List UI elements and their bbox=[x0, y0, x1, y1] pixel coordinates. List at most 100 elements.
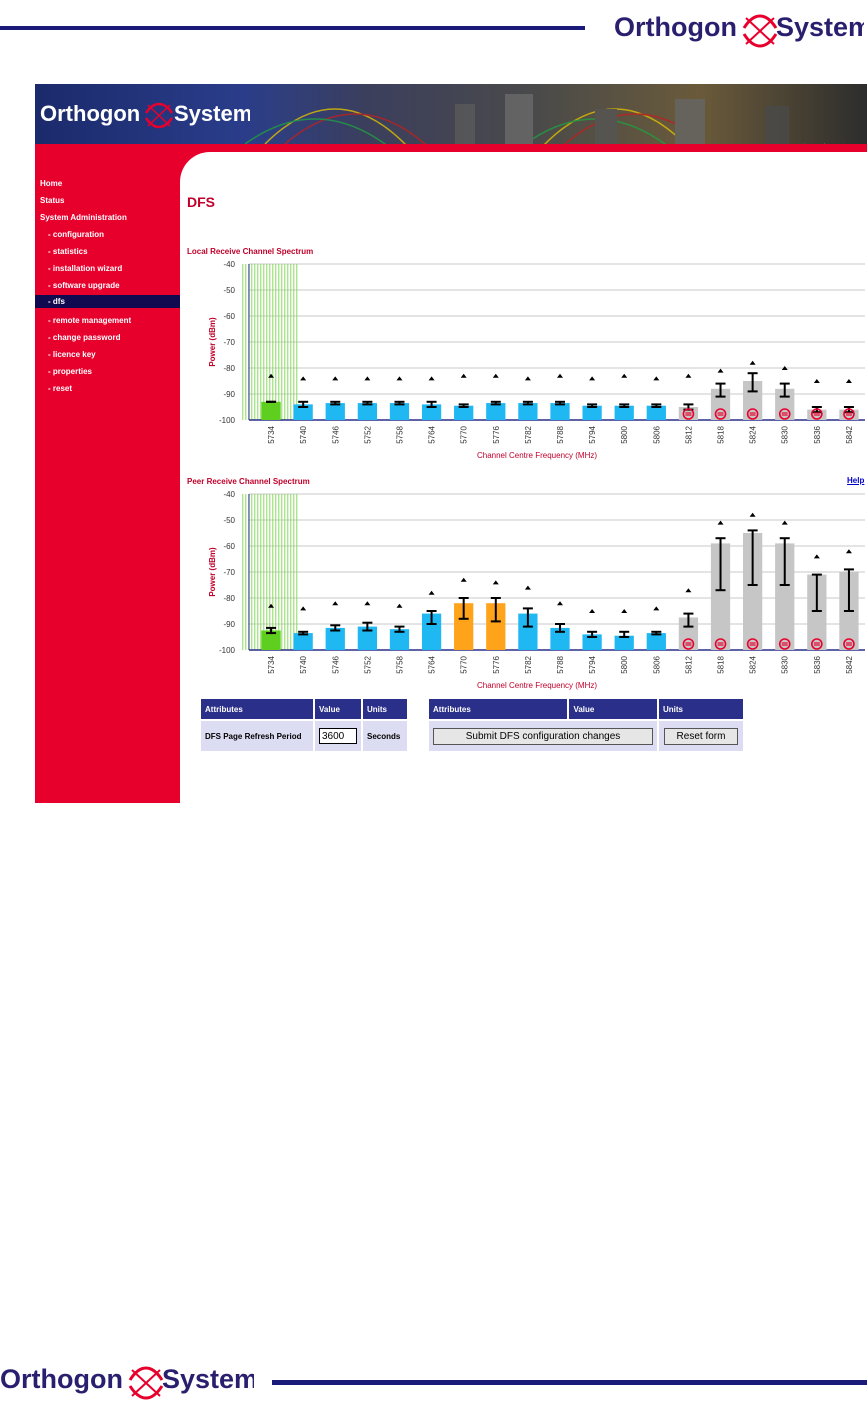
peer-xtick-label: 5734 bbox=[267, 655, 276, 673]
peer-bar bbox=[775, 543, 795, 650]
sidebar-item-reset[interactable]: - reset bbox=[48, 384, 73, 393]
local-bar bbox=[454, 405, 474, 420]
peer-xtick-label: 5740 bbox=[299, 655, 308, 673]
svg-text:Orthogon: Orthogon bbox=[40, 101, 140, 126]
peer-bar bbox=[325, 627, 345, 650]
peer-xtick-label: 5776 bbox=[492, 655, 501, 673]
orthogon-footer-logo: Orthogon Systems bbox=[0, 1364, 254, 1400]
local-peak-marker bbox=[589, 376, 596, 381]
sidebar-item-status[interactable]: Status bbox=[40, 196, 65, 205]
sidebar-item-configuration[interactable]: - configuration bbox=[48, 230, 104, 239]
peer-bar bbox=[743, 533, 763, 650]
sidebar-item-installation-wizard[interactable]: - installation wizard bbox=[48, 264, 123, 273]
local-peak-marker bbox=[364, 376, 371, 381]
local-xtick-label: 5800 bbox=[620, 425, 629, 443]
refresh-period-input[interactable] bbox=[319, 728, 357, 744]
local-xtick-label: 5818 bbox=[717, 425, 726, 443]
local-spectrum-chart: -40 -50 -60 -70 -80 -90 -100 5734 5740 5746 5752 57… bbox=[208, 260, 865, 460]
local-peak-marker bbox=[717, 368, 724, 373]
peer-ytick-label: -70 bbox=[223, 568, 235, 577]
local-xtick-label: 5788 bbox=[556, 425, 565, 443]
refresh-settings-table: Attributes Value Units DFS Page Refresh … bbox=[199, 697, 409, 753]
peer-bar bbox=[518, 613, 538, 650]
peer-peak-marker bbox=[589, 609, 596, 613]
local-barred-channel-icon bbox=[811, 408, 823, 420]
local-barred-channel-icon bbox=[746, 408, 759, 420]
sidebar-item-system-administration[interactable]: System Administration bbox=[40, 213, 127, 222]
peer-peak-marker bbox=[428, 590, 435, 595]
peer-peak-marker bbox=[621, 609, 628, 613]
peer-peak-marker bbox=[813, 554, 820, 559]
local-peak-marker bbox=[332, 376, 339, 381]
peer-barred-channel-icon bbox=[843, 638, 855, 650]
peer-bar bbox=[486, 603, 506, 650]
help-link[interactable]: Help bbox=[847, 476, 865, 485]
peer-peak-marker bbox=[460, 577, 467, 582]
sidebar-item-properties[interactable]: - properties bbox=[48, 367, 93, 376]
sidebar-item-remote-management[interactable]: - remote management bbox=[48, 316, 132, 325]
sidebar-item-statistics[interactable]: - statistics bbox=[48, 247, 88, 256]
sidebar-item-licence-key[interactable]: - licence key bbox=[48, 350, 96, 359]
peer-peak-marker bbox=[300, 606, 307, 611]
local-xtick-label: 5758 bbox=[395, 425, 404, 443]
local-peak-marker bbox=[268, 373, 275, 378]
peer-peak-marker bbox=[557, 601, 563, 606]
local-xtick-label: 5770 bbox=[460, 425, 469, 443]
local-ytick-label: -90 bbox=[223, 390, 235, 399]
peer-peak-marker bbox=[396, 603, 403, 608]
banner-logo: Orthogon Systems bbox=[40, 101, 250, 129]
peer-ytick-label: -80 bbox=[223, 594, 235, 603]
peer-xtick-label: 5818 bbox=[717, 655, 726, 673]
page-header-rule bbox=[0, 26, 585, 30]
sidebar-item-software-upgrade[interactable]: - software upgrade bbox=[48, 281, 120, 290]
peer-peak-marker bbox=[781, 520, 788, 525]
orthogon-logo: Orthogon Systems bbox=[614, 12, 864, 48]
peer-barred-channel-icon bbox=[746, 638, 759, 650]
peer-barred-channel-icon bbox=[714, 638, 727, 650]
local-bar bbox=[389, 403, 410, 420]
peer-xtick-label: 5764 bbox=[428, 655, 437, 673]
sidebar-item-change-password[interactable]: - change password bbox=[48, 333, 121, 342]
local-peak-marker bbox=[557, 373, 563, 378]
peer-peak-marker bbox=[749, 512, 756, 517]
peer-peak-marker bbox=[685, 588, 692, 593]
local-peak-marker bbox=[621, 373, 628, 378]
peer-bar bbox=[261, 630, 281, 650]
local-bar bbox=[518, 403, 538, 420]
local-chart-title: Local Receive Channel Spectrum bbox=[187, 247, 314, 256]
refresh-period-label: DFS Page Refresh Period bbox=[201, 721, 313, 751]
local-peak-marker bbox=[428, 376, 435, 381]
reset-form-button[interactable]: Reset form bbox=[664, 727, 738, 745]
logo-text-right: Systems bbox=[776, 12, 864, 42]
col-header-units: Units bbox=[659, 699, 743, 719]
peer-bar bbox=[421, 613, 442, 650]
peer-xtick-label: 5758 bbox=[395, 655, 404, 673]
local-peak-marker bbox=[460, 373, 467, 378]
peer-xtick-label: 5830 bbox=[781, 655, 790, 673]
local-peak-marker bbox=[653, 376, 660, 381]
submit-dfs-button[interactable]: Submit DFS configuration changes bbox=[433, 727, 653, 745]
peer-bar bbox=[357, 626, 377, 650]
sidebar bbox=[35, 144, 180, 803]
peer-xtick-label: 5824 bbox=[749, 655, 758, 673]
app-window: Orthogon Systems DFS Local Receive Chann… bbox=[35, 84, 867, 803]
peer-bar bbox=[454, 603, 474, 650]
local-xtick-label: 5752 bbox=[363, 425, 372, 443]
local-barred-channel-icon bbox=[843, 408, 855, 420]
peer-xtick-label: 5842 bbox=[845, 655, 854, 673]
sidebar-item-home[interactable]: Home bbox=[40, 179, 63, 188]
local-xtick-label: 5842 bbox=[845, 425, 854, 443]
peer-xtick-label: 5836 bbox=[813, 655, 822, 673]
page-footer-rule bbox=[272, 1380, 867, 1385]
peer-xtick-label: 5794 bbox=[588, 655, 597, 673]
local-bar bbox=[421, 404, 442, 420]
peer-spectrum-chart: -40 -50 -60 -70 -80 -90 -100 5734 5740 5746 5752 57… bbox=[208, 490, 865, 690]
local-xtick-label: 5740 bbox=[299, 425, 308, 443]
actions-table: Attributes Value Units Submit DFS config… bbox=[427, 697, 745, 753]
sidebar-item-dfs[interactable]: - dfs bbox=[35, 295, 180, 308]
peer-ytick-label: -40 bbox=[223, 490, 235, 499]
peer-peak-marker bbox=[653, 606, 660, 611]
logo-text-left: Orthogon bbox=[614, 12, 737, 42]
col-header-attributes: Attributes bbox=[201, 699, 313, 719]
local-bar bbox=[646, 405, 666, 420]
